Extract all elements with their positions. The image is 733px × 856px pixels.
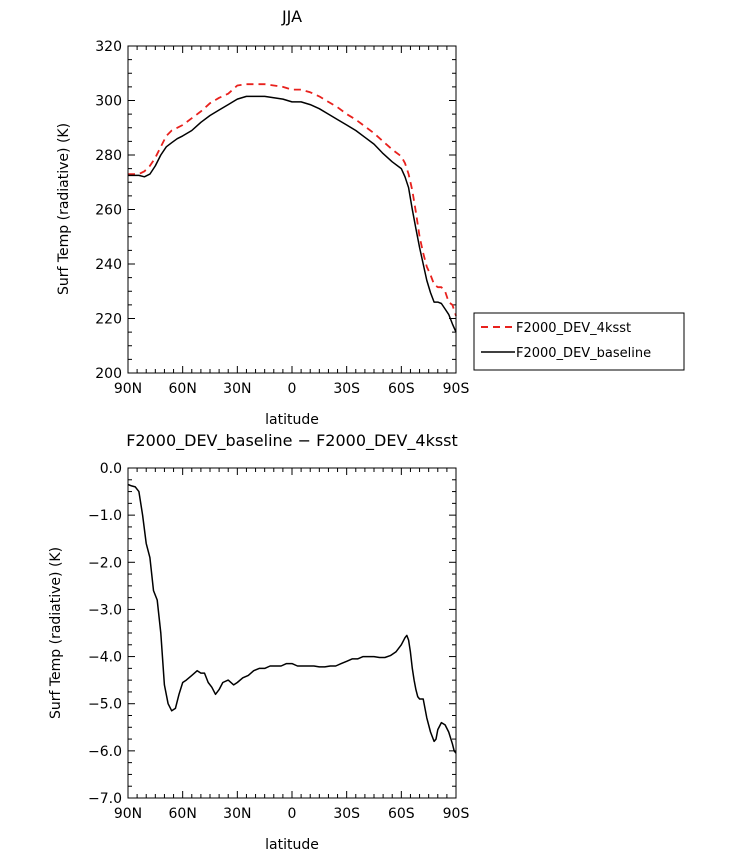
x-tick-label: 90N (114, 381, 142, 397)
x-tick-label: 30N (223, 381, 251, 397)
x-tick-label: 90N (114, 806, 142, 822)
y-tick-label: 300 (95, 94, 122, 110)
x-tick-label: 30S (333, 806, 360, 822)
x-tick-label: 60N (169, 806, 197, 822)
series-lines (127, 483, 457, 754)
y-tick-label: −3.0 (88, 602, 122, 618)
series-lines (128, 83, 457, 333)
legend-label-4ksst: F2000_DEV_4ksst (516, 321, 631, 336)
y-tick-label: 0.0 (100, 461, 122, 477)
y-tick-label: −6.0 (88, 744, 122, 760)
x-tick-label: 0 (288, 806, 297, 822)
chart-title: F2000_DEV_baseline − F2000_DEV_4ksst (126, 431, 458, 451)
x-tick-labels: 90N 60N 30N 0 30S 60S 90S (114, 806, 470, 822)
x-tick-labels: 90N 60N 30N 0 30S 60S 90S (114, 381, 470, 397)
y-tick-label: −2.0 (88, 555, 122, 571)
plot-frame (127, 45, 457, 374)
x-tick-label: 30S (333, 381, 360, 397)
y-tick-label: −5.0 (88, 697, 122, 713)
y-tick-label: 220 (95, 312, 122, 328)
series-line-f2000-dev-4ksst (128, 83, 457, 317)
y-tick-label: 200 (95, 366, 122, 382)
y-tick-label: 320 (95, 39, 122, 55)
y-tick-label: −4.0 (88, 650, 122, 666)
legend: F2000_DEV_4ksst F2000_DEV_baseline (473, 312, 685, 371)
y-tick-labels: −7.0 −6.0 −5.0 −4.0 −3.0 −2.0 −1.0 0.0 (88, 461, 122, 807)
y-tick-label: −1.0 (88, 508, 122, 524)
x-axis-label: latitude (265, 412, 319, 428)
legend-box (473, 312, 685, 371)
chart-title: JJA (281, 7, 302, 26)
series-line-f2000-dev-baseline (128, 95, 457, 333)
x-tick-label: 90S (443, 806, 470, 822)
y-axis-label: Surf Temp (radiative) (K) (56, 123, 72, 295)
x-tick-label: 60N (169, 381, 197, 397)
y-tick-labels: 200 220 240 260 280 300 320 (95, 39, 122, 382)
axis-ticks (127, 467, 457, 799)
y-tick-label: 280 (95, 148, 122, 164)
plot-frame (127, 467, 457, 799)
difference-panel: F2000_DEV_baseline − F2000_DEV_4ksst lat… (48, 431, 469, 853)
y-tick-label: −7.0 (88, 791, 122, 807)
y-tick-label: 260 (95, 203, 122, 219)
y-axis-label: Surf Temp (radiative) (K) (48, 547, 64, 719)
x-axis-label: latitude (265, 837, 319, 853)
x-tick-label: 90S (443, 381, 470, 397)
legend-label-baseline: F2000_DEV_baseline (516, 346, 651, 361)
series-line-difference (127, 483, 457, 754)
x-tick-label: 60S (388, 806, 415, 822)
x-tick-label: 30N (223, 806, 251, 822)
axis-ticks (127, 45, 457, 374)
x-tick-label: 0 (288, 381, 297, 397)
temperature-panel: JJA latitude Surf Temp (radiative) (K) 9… (56, 7, 469, 428)
x-tick-label: 60S (388, 381, 415, 397)
y-tick-label: 240 (95, 257, 122, 273)
